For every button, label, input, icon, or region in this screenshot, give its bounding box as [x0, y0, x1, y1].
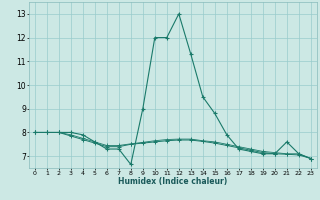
X-axis label: Humidex (Indice chaleur): Humidex (Indice chaleur) [118, 177, 228, 186]
